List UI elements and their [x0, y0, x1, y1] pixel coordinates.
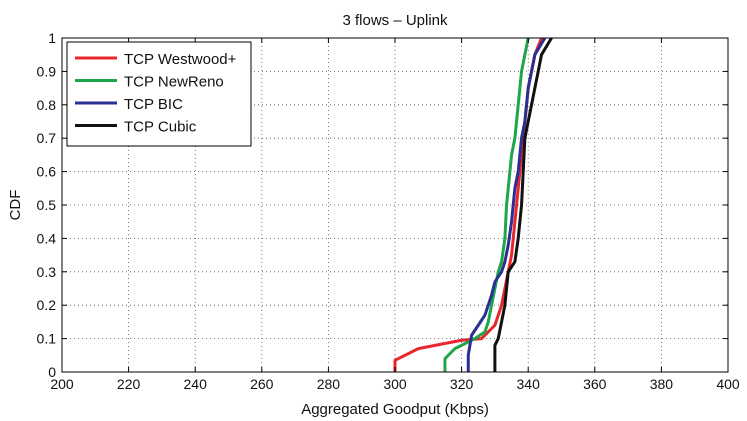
- x-tick-label: 320: [450, 376, 474, 392]
- x-axis-label: Aggregated Goodput (Kbps): [301, 401, 489, 418]
- x-tick-label: 240: [184, 376, 208, 392]
- x-tick-label: 260: [250, 376, 274, 392]
- grid: [62, 38, 728, 372]
- legend-label: TCP Cubic: [124, 119, 197, 136]
- x-tick-label: 380: [650, 376, 674, 392]
- y-tick-label: 0.5: [37, 197, 57, 213]
- series-line: [466, 37, 547, 372]
- y-tick-label: 0.8: [37, 97, 57, 113]
- y-tick-label: 0.6: [37, 164, 57, 180]
- y-tick-label: 0.7: [37, 130, 57, 146]
- chart-title: 3 flows – Uplink: [342, 12, 448, 29]
- y-tick-label: 0.1: [37, 331, 57, 347]
- legend-label: TCP NewReno: [124, 74, 224, 91]
- y-tick-label: 0.2: [37, 297, 57, 313]
- y-tick-label: 0.3: [37, 264, 57, 280]
- x-tick-label: 360: [583, 376, 607, 392]
- series-line: [493, 37, 553, 372]
- legend-label: TCP BIC: [124, 96, 183, 113]
- ticks: 200 220 240 260 280 300 320 340 360 380 400 0 0.1 0.2…: [37, 30, 740, 392]
- legend: TCP Westwood+ TCP NewReno TCP BIC TCP Cubic: [66, 41, 252, 147]
- x-tick-label: 200: [50, 376, 74, 392]
- y-tick-label: 1: [48, 30, 56, 46]
- y-tick-label: 0: [48, 364, 56, 380]
- y-tick-label: 0.4: [37, 230, 57, 246]
- x-tick-label: 400: [716, 376, 740, 392]
- series-line: [443, 37, 530, 372]
- x-tick-label: 340: [517, 376, 541, 392]
- legend-label: TCP Westwood+: [124, 51, 237, 68]
- x-tick-label: 300: [383, 376, 407, 392]
- series-lines: [393, 37, 553, 372]
- x-tick-label: 220: [117, 376, 141, 392]
- y-tick-label: 0.9: [37, 63, 57, 79]
- y-axis-label: CDF: [7, 190, 24, 221]
- x-tick-label: 280: [317, 376, 341, 392]
